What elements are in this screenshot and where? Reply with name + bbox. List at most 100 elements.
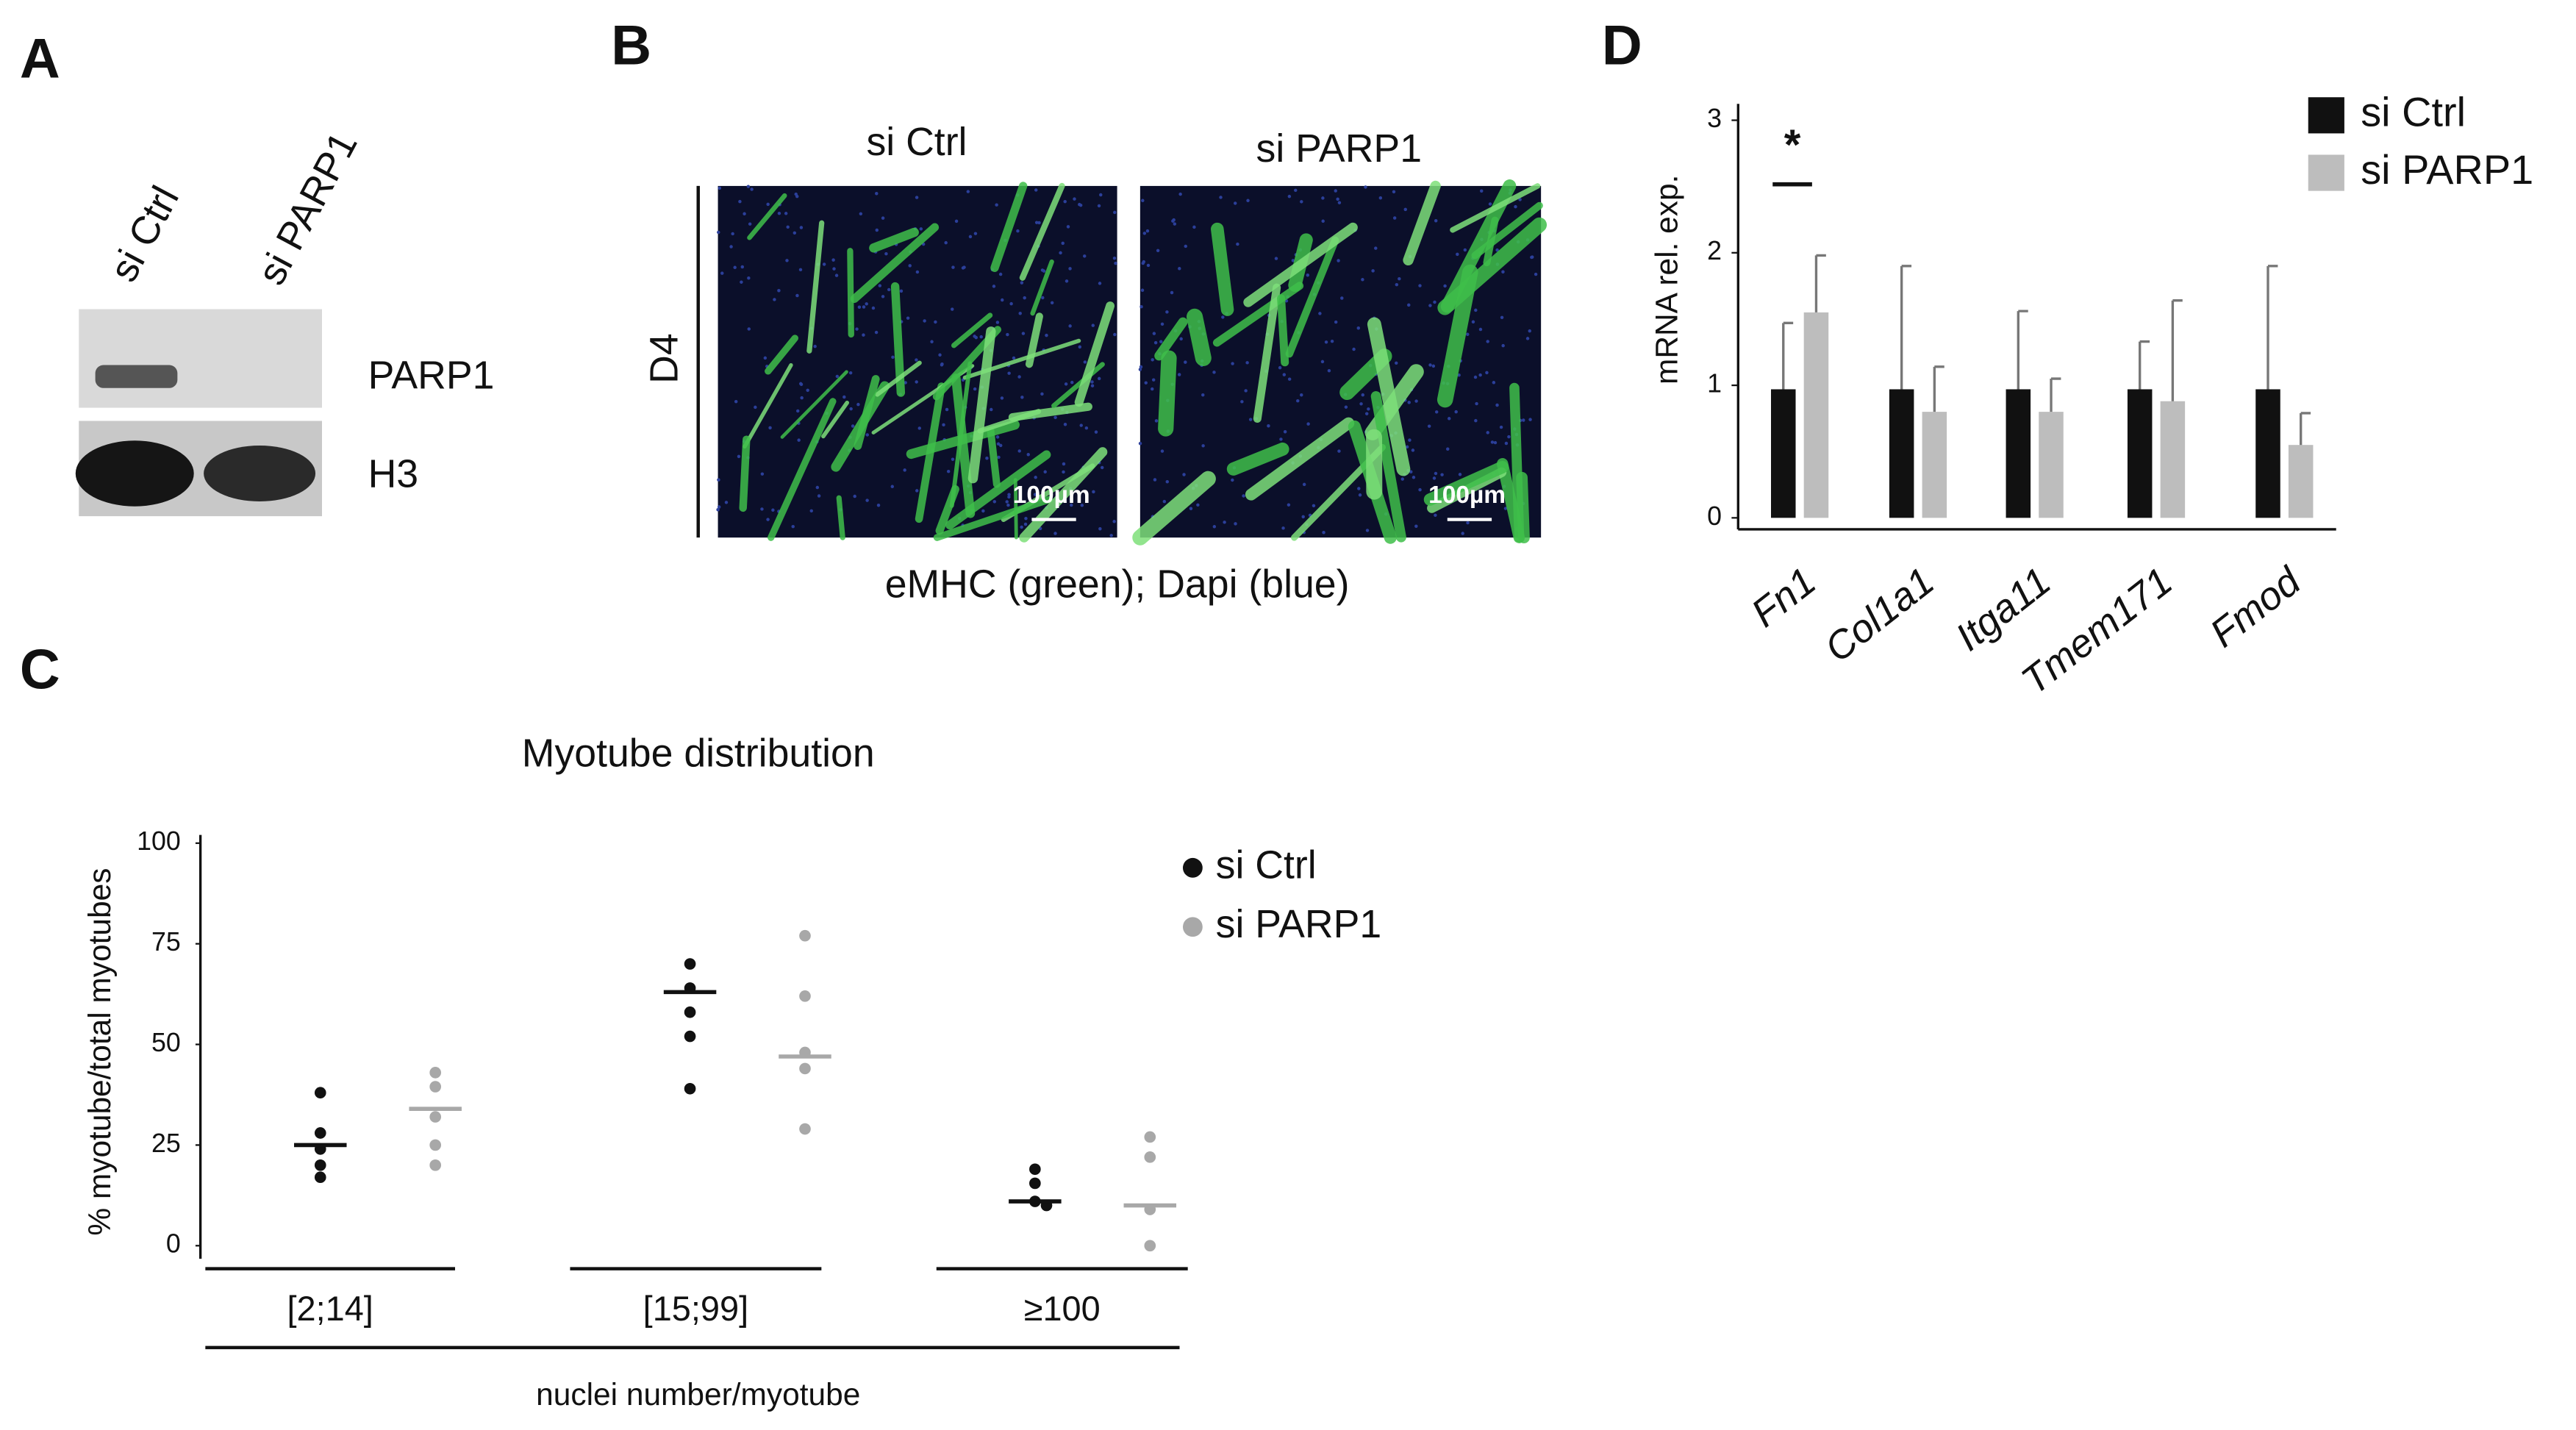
nucleus — [716, 508, 720, 512]
myotube — [1403, 180, 1441, 266]
myotube — [1253, 283, 1281, 423]
nucleus — [1142, 232, 1147, 235]
nucleus — [1446, 447, 1450, 451]
myotube — [1423, 460, 1509, 506]
nucleus — [1242, 494, 1245, 498]
nucleus — [855, 327, 859, 331]
nucleus — [995, 203, 998, 207]
nucleus — [1065, 279, 1069, 283]
nucleus — [962, 265, 966, 269]
nucleus — [800, 396, 804, 400]
panel-letter: A — [20, 27, 60, 90]
nucleus — [1306, 274, 1310, 277]
nucleus — [1212, 525, 1217, 529]
myotube — [1030, 259, 1054, 316]
nucleus — [1097, 204, 1101, 208]
nucleus — [1400, 477, 1404, 481]
nucleus — [1534, 272, 1538, 276]
panel-letter: D — [1602, 15, 1642, 77]
nucleus — [832, 267, 836, 271]
nucleus — [1405, 445, 1409, 449]
nucleus — [794, 192, 798, 196]
nucleus — [1053, 415, 1057, 420]
data-point — [799, 990, 811, 1002]
nucleus — [746, 185, 751, 188]
nucleus — [1079, 423, 1083, 427]
nucleus — [851, 424, 855, 428]
nucleus — [748, 222, 752, 226]
nucleus — [1358, 493, 1362, 497]
nucleus — [992, 500, 997, 504]
nucleus — [1318, 312, 1322, 315]
nucleus — [1392, 190, 1396, 194]
legend-swatch — [2308, 97, 2344, 134]
myotube — [915, 382, 945, 523]
nucleus — [1528, 329, 1531, 333]
nucleus — [1138, 441, 1142, 446]
nucleus — [798, 382, 803, 386]
data-point — [314, 1087, 326, 1099]
nucleus — [1395, 361, 1398, 365]
nucleus — [1138, 368, 1142, 371]
condition-label: si PARP1 — [1256, 126, 1423, 171]
nucleus — [1478, 327, 1483, 332]
nucleus — [1090, 380, 1094, 384]
data-point — [1144, 1151, 1156, 1163]
nucleus — [1359, 402, 1363, 406]
nucleus — [1428, 363, 1432, 367]
myotube — [987, 426, 1001, 488]
nucleus — [1033, 493, 1037, 496]
nucleus — [1006, 503, 1010, 507]
nucleus — [1248, 418, 1253, 421]
nucleus — [1431, 364, 1436, 368]
nucleus — [740, 265, 745, 269]
nucleus — [747, 276, 751, 280]
nucleus — [992, 285, 996, 288]
nucleus — [1378, 196, 1383, 200]
bar — [2160, 401, 2186, 518]
nucleus — [831, 258, 835, 262]
nucleus — [1357, 487, 1361, 490]
nucleus — [1428, 304, 1432, 307]
nucleus — [784, 212, 788, 215]
nucleus — [985, 457, 989, 460]
nucleus — [1409, 470, 1413, 473]
nucleus — [1112, 520, 1116, 523]
nucleus — [1083, 360, 1087, 364]
nucleus — [1233, 201, 1237, 205]
nucleus — [1434, 513, 1437, 518]
x-tick-label: Col1a1 — [1817, 559, 1942, 671]
error-bar — [2300, 412, 2311, 446]
nucleus — [1352, 347, 1356, 351]
nucleus — [973, 335, 976, 338]
nucleus — [903, 468, 906, 472]
nucleus — [1173, 222, 1177, 226]
nucleus — [1500, 315, 1504, 320]
lane-label: si PARP1 — [249, 125, 366, 292]
nucleus — [1414, 399, 1418, 403]
nucleus — [1034, 476, 1037, 479]
nucleus — [1045, 333, 1048, 337]
nucleus — [1223, 521, 1226, 524]
nucleus — [1184, 244, 1187, 249]
nucleus — [754, 405, 757, 410]
nucleus — [1094, 430, 1098, 434]
y-tick-label: 0 — [166, 1229, 181, 1259]
bar — [2288, 445, 2314, 518]
nucleus — [1034, 188, 1038, 192]
nucleus — [1340, 296, 1344, 300]
data-point — [429, 1067, 442, 1079]
blot-band — [204, 446, 316, 501]
nucleus — [1490, 440, 1495, 444]
nucleus — [1418, 284, 1422, 287]
nucleus — [1109, 534, 1113, 537]
myotube — [1187, 308, 1212, 366]
x-tick-label: [15;99] — [643, 1290, 748, 1328]
nucleus — [881, 295, 885, 298]
scale-bar-label: 100µm — [1013, 482, 1090, 509]
nucleus — [848, 371, 853, 375]
nucleus — [1474, 308, 1478, 312]
nucleus — [1182, 473, 1186, 476]
nucleus — [1063, 423, 1067, 426]
nucleus — [1112, 210, 1117, 215]
